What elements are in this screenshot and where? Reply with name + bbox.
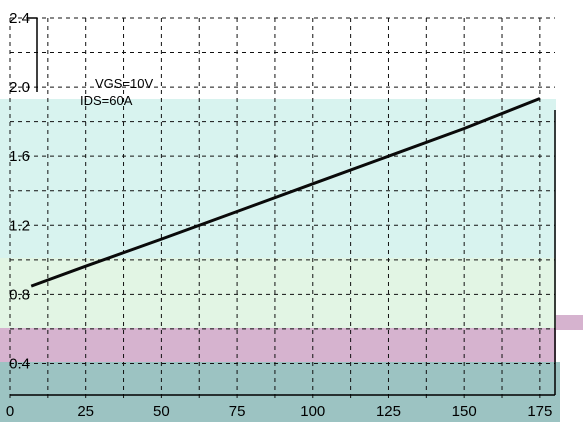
y-tick-label: 2.4 — [9, 10, 30, 27]
axes — [10, 17, 556, 396]
band-green — [0, 258, 556, 328]
y-tick-label: 1.2 — [9, 217, 30, 234]
y-tick-label: 0.4 — [9, 355, 30, 372]
band-teal — [0, 362, 560, 422]
x-tick-label: 125 — [376, 403, 401, 420]
labels: VGS=10V IDS=60A 0 25 50 75 100 125 150 175 0.4 0.… — [6, 10, 553, 420]
x-tick-label: 50 — [153, 403, 170, 420]
x-tick-label: 25 — [77, 403, 94, 420]
y-tick-label: 2.0 — [9, 79, 30, 96]
band-cyan — [0, 99, 556, 259]
x-tick-label: 175 — [527, 403, 552, 420]
series — [30, 97, 541, 288]
annotation-vgs: VGS=10V — [95, 76, 154, 91]
x-tick-label: 75 — [229, 403, 246, 420]
background-bands — [0, 99, 583, 422]
series-line — [30, 97, 541, 288]
band-pink-right — [556, 315, 583, 330]
x-tick-label: 150 — [452, 403, 477, 420]
x-tick-label: 0 — [6, 403, 14, 420]
annotation-ids: IDS=60A — [80, 93, 133, 108]
y-tick-label: 0.8 — [9, 286, 30, 303]
x-tick-label: 100 — [300, 403, 325, 420]
y-tick-label: 1.6 — [9, 148, 30, 165]
